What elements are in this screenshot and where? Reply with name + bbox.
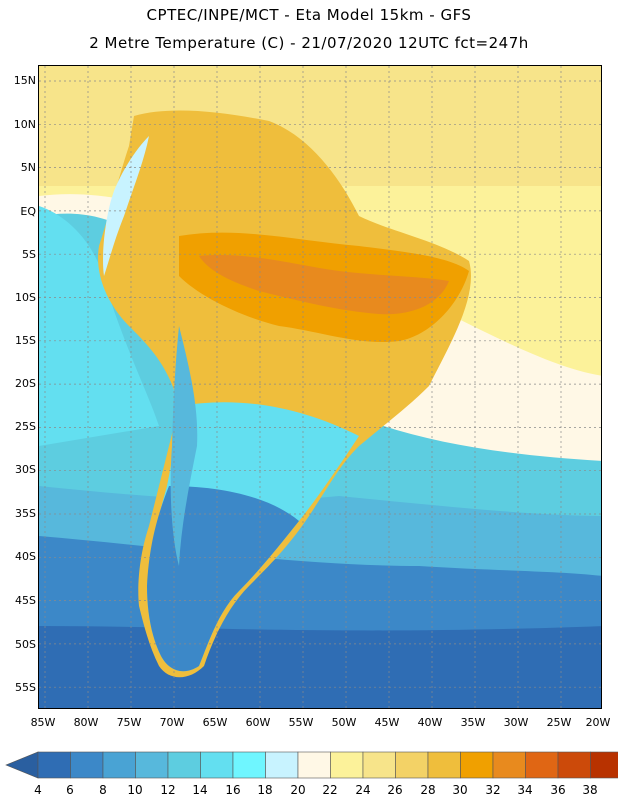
lon-label-50w: 50W (331, 716, 357, 729)
colorbar-under-arrow (5, 751, 39, 779)
lon-label-75w: 75W (116, 716, 142, 729)
lon-label-35w: 35W (460, 716, 486, 729)
colorbar-cell (102, 751, 136, 779)
colorbar-cell (557, 751, 591, 779)
lon-label-65w: 65W (202, 716, 228, 729)
lon-label-60w: 60W (245, 716, 271, 729)
lat-label-15n: 15N (13, 74, 36, 87)
lat-label-40s: 40S (15, 550, 36, 563)
lon-label-80w: 80W (73, 716, 99, 729)
lat-label-50s: 50S (15, 638, 36, 651)
colorbar-label-14: 14 (192, 783, 208, 797)
chart-title-line2: 2 Metre Temperature (C) - 21/07/2020 12U… (89, 34, 529, 52)
colorbar-cell (362, 751, 396, 779)
colorbar-label-36: 36 (550, 783, 566, 797)
colorbar-label-18: 18 (257, 783, 273, 797)
lon-label-85w: 85W (30, 716, 56, 729)
colorbar-label-6: 6 (66, 783, 74, 797)
lon-label-25w: 25W (546, 716, 572, 729)
central-andes-cold (170, 326, 198, 566)
colorbar-cell (460, 751, 494, 779)
pacific-band-14 (39, 206, 159, 446)
temperature-colorbar (5, 751, 618, 779)
lon-label-20w: 20W (585, 716, 611, 729)
lat-label-30s: 30S (15, 463, 36, 476)
colorbar-cell (590, 751, 618, 779)
amazon-hottest-area (199, 254, 449, 315)
lon-label-55w: 55W (288, 716, 314, 729)
colorbar-label-34: 34 (517, 783, 533, 797)
lat-label-eq: EQ (20, 205, 36, 218)
northern-andes-cold (103, 136, 149, 276)
lat-label-20s: 20S (15, 377, 36, 390)
colorbar-cell (297, 751, 331, 779)
lat-label-15s: 15S (15, 334, 36, 347)
colorbar-label-38: 38 (582, 783, 598, 797)
colorbar-label-32: 32 (485, 783, 501, 797)
lat-label-5n: 5N (20, 161, 36, 174)
colorbar-label-4: 4 (34, 783, 42, 797)
colorbar-cell (37, 751, 71, 779)
lat-label-55s: 55S (15, 681, 36, 694)
temperature-map (38, 65, 602, 709)
colorbar-cell (200, 751, 234, 779)
map-canvas (39, 66, 601, 708)
lon-label-40w: 40W (417, 716, 443, 729)
colorbar-cell (330, 751, 364, 779)
lon-label-70w: 70W (159, 716, 185, 729)
lon-label-30w: 30W (503, 716, 529, 729)
ocean-band-4 (39, 626, 601, 708)
colorbar-cell (265, 751, 299, 779)
colorbar-cell (232, 751, 266, 779)
colorbar-cell (167, 751, 201, 779)
graticule (39, 66, 601, 708)
colorbar-label-30: 30 (452, 783, 468, 797)
colorbar-cell (70, 751, 104, 779)
colorbar-label-10: 10 (127, 783, 143, 797)
lon-label-45w: 45W (374, 716, 400, 729)
chart-title-line1: CPTEC/INPE/MCT - Eta Model 15km - GFS (146, 6, 472, 24)
lat-label-35s: 35S (15, 507, 36, 520)
lat-label-10n: 10N (13, 118, 36, 131)
colorbar-label-16: 16 (225, 783, 241, 797)
colorbar-cell (492, 751, 526, 779)
colorbar-label-28: 28 (420, 783, 436, 797)
colorbar-label-24: 24 (355, 783, 371, 797)
colorbar-label-8: 8 (99, 783, 107, 797)
lat-label-5s: 5S (22, 248, 36, 261)
colorbar-cell (395, 751, 429, 779)
colorbar-label-22: 22 (322, 783, 338, 797)
lat-label-45s: 45S (15, 594, 36, 607)
colorbar-label-26: 26 (387, 783, 403, 797)
colorbar-cell (427, 751, 461, 779)
colorbar-label-12: 12 (160, 783, 176, 797)
colorbar-label-20: 20 (290, 783, 306, 797)
colorbar-cell (135, 751, 169, 779)
lat-label-10s: 10S (15, 291, 36, 304)
lat-label-25s: 25S (15, 420, 36, 433)
patagonia-cold (147, 486, 299, 672)
colorbar-cell (525, 751, 559, 779)
